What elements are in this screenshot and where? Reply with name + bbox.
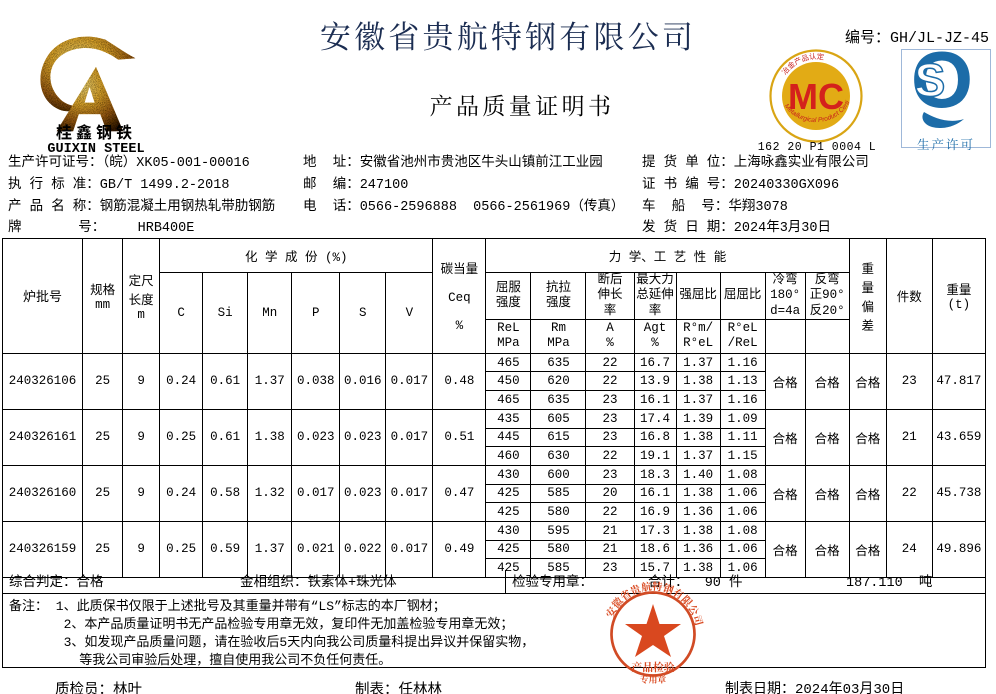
svg-text:专用章: 专用章 xyxy=(640,674,667,685)
svg-text:S: S xyxy=(915,54,946,106)
svg-text:产品检验: 产品检验 xyxy=(631,660,674,674)
